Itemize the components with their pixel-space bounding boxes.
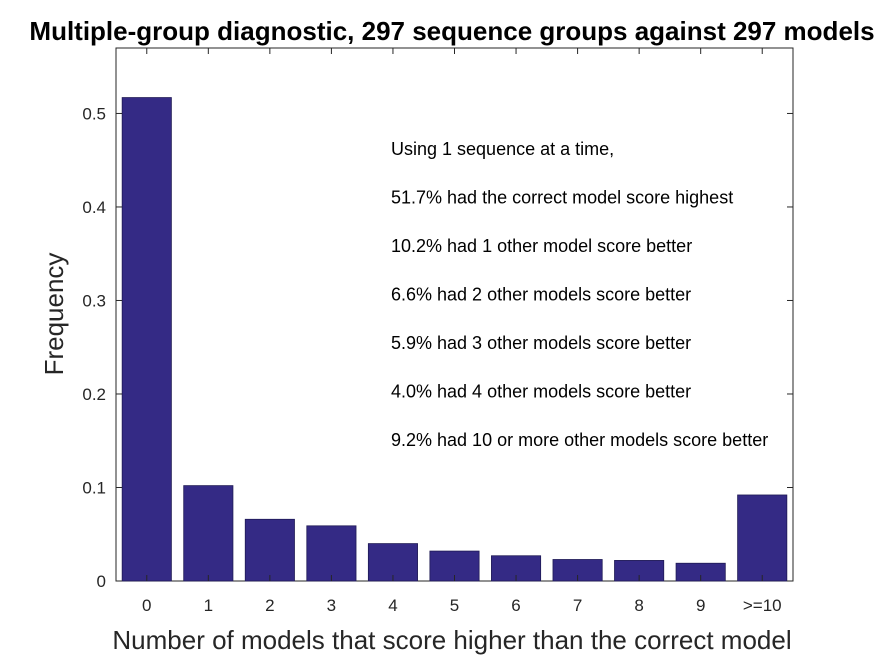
y-axis-ticks: 0 0.1 0.2 0.3 0.4 0.5 bbox=[82, 104, 793, 591]
y-axis-label: Frequency bbox=[39, 253, 69, 376]
annotation-block: Using 1 sequence at a time, 51.7% had the… bbox=[391, 139, 768, 450]
annotation-line-1: 51.7% had the correct model score highes… bbox=[391, 188, 733, 208]
x-tick-label: >=10 bbox=[743, 596, 782, 615]
annotation-line-4: 5.9% had 3 other models score better bbox=[391, 333, 691, 353]
x-tick-label: 0 bbox=[142, 596, 151, 615]
bar-3 bbox=[306, 525, 357, 582]
x-tick-label: 5 bbox=[450, 596, 459, 615]
bar-1 bbox=[183, 485, 234, 582]
annotation-line-3: 6.6% had 2 other models score better bbox=[391, 285, 691, 305]
annotation-line-5: 4.0% had 4 other models score better bbox=[391, 382, 691, 402]
x-axis-ticks: 0 1 2 3 4 5 6 7 8 9 >=10 bbox=[142, 48, 782, 615]
x-tick-label: 6 bbox=[511, 596, 520, 615]
y-tick-label: 0 bbox=[97, 572, 106, 591]
plot-area: 0 0.1 0.2 0.3 0.4 0.5 0 1 2 3 4 5 6 7 8 9 >=10 Using 1 … bbox=[82, 47, 794, 615]
bar-0 bbox=[121, 97, 172, 582]
x-tick-label: 7 bbox=[573, 596, 582, 615]
x-tick-label: 1 bbox=[204, 596, 213, 615]
bars-group bbox=[121, 97, 788, 582]
annotation-line-6: 9.2% had 10 or more other models score b… bbox=[391, 430, 768, 450]
annotation-line-2: 10.2% had 1 other model score better bbox=[391, 236, 692, 256]
x-tick-label: 3 bbox=[327, 596, 336, 615]
x-tick-label: 8 bbox=[634, 596, 643, 615]
x-tick-label: 9 bbox=[696, 596, 705, 615]
y-tick-label: 0.3 bbox=[82, 291, 106, 310]
x-axis-label: Number of models that score higher than … bbox=[112, 625, 791, 655]
x-tick-label: 4 bbox=[388, 596, 397, 615]
bar-10 bbox=[737, 494, 788, 582]
chart-title: Multiple-group diagnostic, 297 sequence … bbox=[29, 16, 874, 46]
bar-4 bbox=[367, 543, 418, 582]
x-tick-label: 2 bbox=[265, 596, 274, 615]
annotation-line-0: Using 1 sequence at a time, bbox=[391, 139, 614, 159]
y-tick-label: 0.2 bbox=[82, 385, 106, 404]
bar-2 bbox=[244, 518, 295, 582]
y-tick-label: 0.1 bbox=[82, 478, 106, 497]
y-tick-label: 0.5 bbox=[82, 104, 106, 123]
y-tick-label: 0.4 bbox=[82, 198, 106, 217]
